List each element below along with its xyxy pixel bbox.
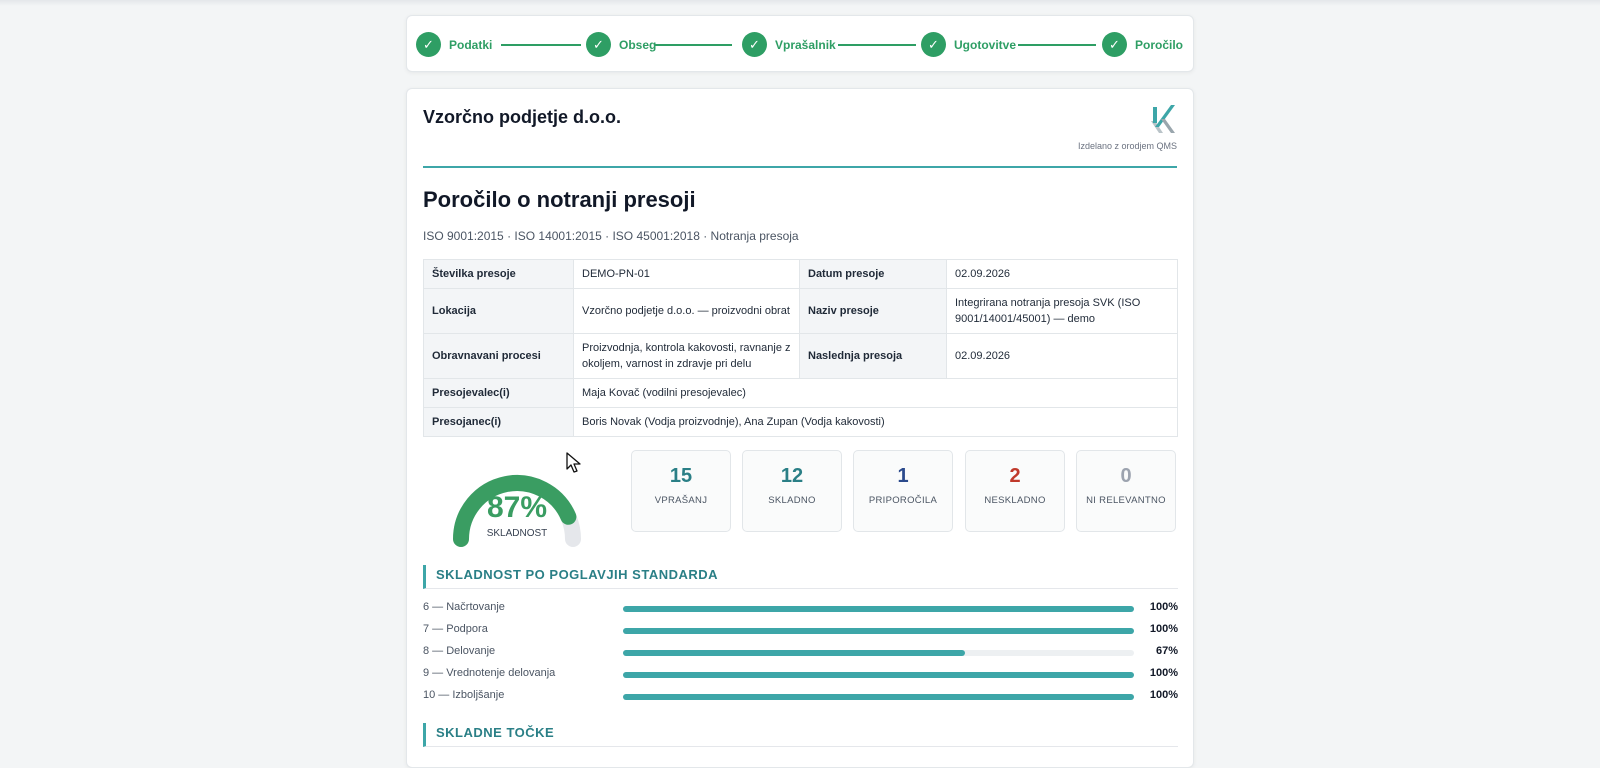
stat-recommendations: 1 PRIPOROČILA [853, 450, 953, 532]
chapter-bar-fill [623, 628, 1134, 634]
stat-value: 1 [897, 465, 909, 487]
stat-label: SKLADNO [768, 495, 816, 506]
chapter-row: 6 — Načrtovanje 100% [423, 600, 1178, 616]
stat-not-relevant: 0 NI RELEVANTNO [1076, 450, 1176, 532]
report-card: Vzorčno podjetje d.o.o. Izdelano z orodj… [406, 88, 1194, 768]
chapter-row: 9 — Vrednotenje delovanja 100% [423, 666, 1178, 682]
chapter-bar-track [623, 606, 1134, 612]
chapter-row: 10 — Izboljšanje 100% [423, 688, 1178, 704]
chapter-row: 7 — Podpora 100% [423, 622, 1178, 638]
top-shadow [0, 0, 1600, 6]
stat-label: NESKLADNO [984, 495, 1046, 506]
chapter-bar-track [623, 628, 1134, 634]
chapter-bar-track [623, 672, 1134, 678]
step-obseg[interactable]: ✓ Obseg [586, 32, 656, 57]
chapter-name: 9 — Vrednotenje delovanja [423, 667, 556, 679]
step-connector [1018, 44, 1096, 46]
stat-label: PRIPOROČILA [868, 495, 938, 506]
chapter-percentage: 100% [1149, 689, 1178, 701]
stat-label: NI RELEVANTNO [1086, 495, 1166, 506]
stat-label: VPRAŠANJ [654, 495, 708, 506]
chapter-percentage: 100% [1149, 667, 1178, 679]
chapter-bar-fill [623, 650, 966, 656]
chapter-name: 10 — Izboljšanje [423, 689, 505, 701]
chapter-row: 8 — Delovanje 67% [423, 644, 1178, 660]
section-heading-text: SKLADNE TOČKE [436, 725, 555, 740]
audit-no-label: Številka presoje [423, 259, 574, 289]
report-subtitle: ISO 9001:2015 · ISO 14001:2015 · ISO 450… [423, 229, 799, 243]
mouse-cursor-icon [566, 452, 581, 473]
table-row: Obravnavani procesi Proizvodnja, kontrol… [423, 333, 1178, 379]
audit-name-value: Integrirana notranja presoja SVK (ISO 90… [946, 288, 1178, 334]
check-icon: ✓ [921, 32, 946, 57]
audit-name-label: Naziv presoje [799, 288, 947, 334]
step-podatki[interactable]: ✓ Podatki [416, 32, 492, 57]
section-heading-compliant: SKLADNE TOČKE [423, 723, 1178, 747]
chapter-name: 7 — Podpora [423, 623, 488, 635]
step-connector [654, 44, 732, 46]
check-icon: ✓ [586, 32, 611, 57]
chapter-bar-fill [623, 694, 1134, 700]
audit-no-value: DEMO-PN-01 [573, 259, 800, 289]
step-label: Poročilo [1135, 37, 1184, 52]
next-audit-value: 02.09.2026 [946, 333, 1178, 379]
made-with-note: Izdelano z orodjem QMS [1077, 141, 1177, 151]
chapter-percentage: 67% [1155, 645, 1178, 657]
location-value: Vzorčno podjetje d.o.o. — proizvodni obr… [573, 288, 800, 334]
step-vprasalnik[interactable]: ✓ Vprašalnik [742, 32, 836, 57]
next-audit-label: Naslednja presoja [799, 333, 947, 379]
location-label: Lokacija [423, 288, 574, 334]
chapter-percentage: 100% [1149, 601, 1178, 613]
chapter-bar-fill [623, 606, 1134, 612]
section-heading-text: SKLADNOST PO POGLAVJIH STANDARDA [436, 567, 719, 582]
stat-noncompliant: 2 NESKLADNO [965, 450, 1065, 532]
table-row: Presojanec(i) Boris Novak (Vodja proizvo… [423, 407, 1178, 437]
stat-value: 12 [780, 465, 804, 487]
report-title: Poročilo o notranji presoji [423, 187, 696, 212]
chapter-name: 6 — Načrtovanje [423, 601, 505, 613]
table-row: Lokacija Vzorčno podjetje d.o.o. — proiz… [423, 288, 1178, 334]
stat-value: 2 [1009, 465, 1021, 487]
compliance-gauge [453, 475, 581, 547]
auditors-label: Presojevalec(i) [423, 378, 574, 408]
audit-date-label: Datum presoje [799, 259, 947, 289]
company-name: Vzorčno podjetje d.o.o. [423, 107, 621, 127]
auditors-value: Maja Kovač (vodilni presojevalec) [573, 378, 1178, 408]
gauge-label: SKLADNOST [486, 528, 548, 539]
step-connector [501, 44, 581, 46]
stat-compliant: 12 SKLADNO [742, 450, 842, 532]
step-label: Podatki [449, 37, 493, 52]
step-label: Ugotovitve [954, 37, 1017, 52]
progress-stepper: ✓ Podatki ✓ Obseg ✓ Vprašalnik ✓ Ugotovi… [406, 15, 1194, 72]
table-row: Številka presoje DEMO-PN-01 Datum presoj… [423, 259, 1178, 289]
step-porocilo[interactable]: ✓ Poročilo [1102, 32, 1183, 57]
qms-logo-icon [1151, 105, 1175, 133]
stat-questions: 15 VPRAŠANJ [631, 450, 731, 532]
step-connector [838, 44, 916, 46]
step-ugotovitve[interactable]: ✓ Ugotovitve [921, 32, 1016, 57]
header-divider [423, 166, 1177, 168]
processes-value: Proizvodnja, kontrola kakovosti, ravnanj… [573, 333, 800, 379]
chapter-name: 8 — Delovanje [423, 645, 496, 657]
audit-info-table: Številka presoje DEMO-PN-01 Datum presoj… [423, 259, 1178, 437]
gauge-fill [453, 475, 577, 547]
check-icon: ✓ [1102, 32, 1127, 57]
audit-date-value: 02.09.2026 [946, 259, 1178, 289]
stat-value: 15 [669, 465, 693, 487]
auditees-value: Boris Novak (Vodja proizvodnje), Ana Zup… [573, 407, 1178, 437]
table-row: Presojevalec(i) Maja Kovač (vodilni pres… [423, 378, 1178, 408]
chapter-bar-track [623, 694, 1134, 700]
gauge-percentage: 87% [486, 491, 548, 524]
check-icon: ✓ [416, 32, 441, 57]
step-label: Vprašalnik [775, 37, 836, 52]
stat-value: 0 [1120, 465, 1132, 487]
chapter-percentage: 100% [1149, 623, 1178, 635]
step-label: Obseg [619, 37, 657, 52]
chapter-bar-fill [623, 672, 1134, 678]
check-icon: ✓ [742, 32, 767, 57]
auditees-label: Presojanec(i) [423, 407, 574, 437]
chapter-bar-track [623, 650, 1134, 656]
processes-label: Obravnavani procesi [423, 333, 574, 379]
section-heading-chapters: SKLADNOST PO POGLAVJIH STANDARDA [423, 565, 1178, 589]
